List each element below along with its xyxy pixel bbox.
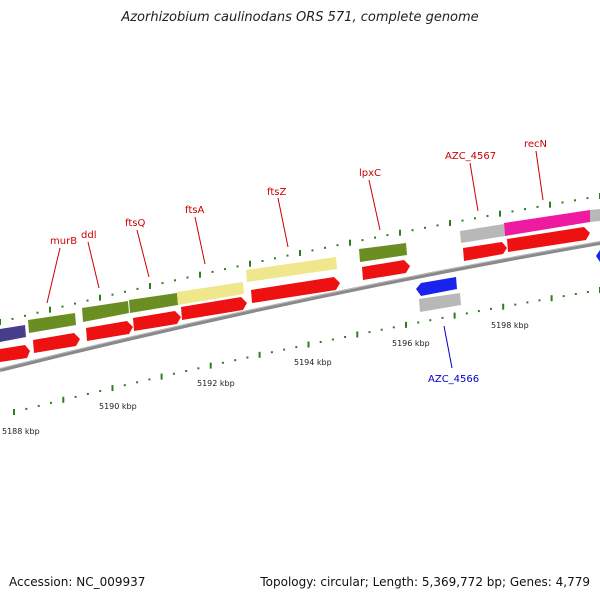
gene-bar-lpxC[interactable] (359, 243, 407, 262)
gene-label-ftsQ[interactable]: ftsQ (125, 218, 145, 229)
gene-label-AZC_4566[interactable]: AZC_4566 (428, 374, 479, 385)
leader-ftsA (194, 216, 206, 265)
cds-arrow[interactable] (133, 311, 181, 331)
leader-AZC_4566 (443, 325, 453, 369)
gene-label-recN[interactable]: recN (524, 139, 547, 150)
gene-track (0, 209, 600, 342)
gene-label-murB[interactable]: murB (50, 236, 77, 247)
scale-label: 5198 kbp (491, 321, 529, 330)
scale-label: 5188 kbp (2, 427, 40, 436)
scale-ticks-upper (0, 193, 600, 325)
gene-bar-AZC_4567[interactable] (460, 224, 505, 243)
gene-bar-ftsQ[interactable] (129, 293, 178, 313)
gene-label-ftsA[interactable]: ftsA (185, 205, 204, 216)
gene-bar-purple[interactable] (0, 325, 26, 342)
scale-label: 5194 kbp (294, 358, 332, 367)
gene-bar-ddl[interactable] (82, 301, 129, 322)
cds-arrow[interactable] (507, 227, 590, 252)
backbone-highlight (0, 241, 600, 369)
cds-arrow[interactable] (362, 260, 410, 280)
genome-info-text: Topology: circular; Length: 5,369,772 bp… (260, 575, 590, 589)
gene-label-lpxC[interactable]: lpxC (359, 168, 381, 179)
leader-ftsQ (136, 229, 150, 278)
backbone-line (0, 241, 600, 372)
scale-label: 5192 kbp (197, 379, 235, 388)
leader-ftsZ (277, 197, 289, 248)
gene-bar-murB[interactable] (28, 313, 76, 333)
map-title: Azorhizobium caulinodans ORS 571, comple… (121, 10, 479, 25)
accession-text: Accession: NC_009937 (9, 575, 146, 589)
gene-bar-recN[interactable] (504, 210, 590, 236)
cds-arrow[interactable] (86, 321, 133, 341)
leader-murB (46, 247, 61, 304)
gene-bar-AZC_4566-gray[interactable] (419, 293, 461, 312)
label-leaders (46, 150, 544, 369)
gene-arrow-right-edge[interactable] (596, 250, 600, 262)
gene-labels: murB ddl ftsQ ftsA ftsZ lpxC AZC_4567 re… (50, 139, 547, 385)
cds-arrow[interactable] (181, 297, 247, 320)
gene-bar-ftsA[interactable] (177, 282, 244, 305)
gene-label-AZC_4567[interactable]: AZC_4567 (445, 151, 496, 162)
gene-label-ftsZ[interactable]: ftsZ (267, 187, 286, 198)
cds-arrow[interactable] (463, 242, 507, 261)
scale-labels: 5188 kbp 5190 kbp 5192 kbp 5194 kbp 5196… (2, 321, 529, 436)
cds-arrow[interactable] (33, 333, 80, 353)
cds-arrow[interactable] (251, 277, 340, 303)
scale-label: 5196 kbp (392, 339, 430, 348)
leader-recN (535, 150, 544, 201)
leader-AZC_4567 (469, 162, 479, 212)
gene-bar-edge[interactable] (590, 209, 600, 222)
leader-lpxC (368, 179, 381, 231)
gene-bar-AZC_4566[interactable] (416, 277, 457, 296)
gene-label-ddl[interactable]: ddl (81, 230, 96, 241)
gene-bar-ftsZ[interactable] (246, 257, 337, 282)
scale-ticks-lower (13, 287, 600, 415)
cds-track (0, 227, 590, 362)
cds-arrow[interactable] (0, 345, 30, 362)
scale-label: 5190 kbp (99, 402, 137, 411)
leader-ddl (87, 241, 100, 289)
